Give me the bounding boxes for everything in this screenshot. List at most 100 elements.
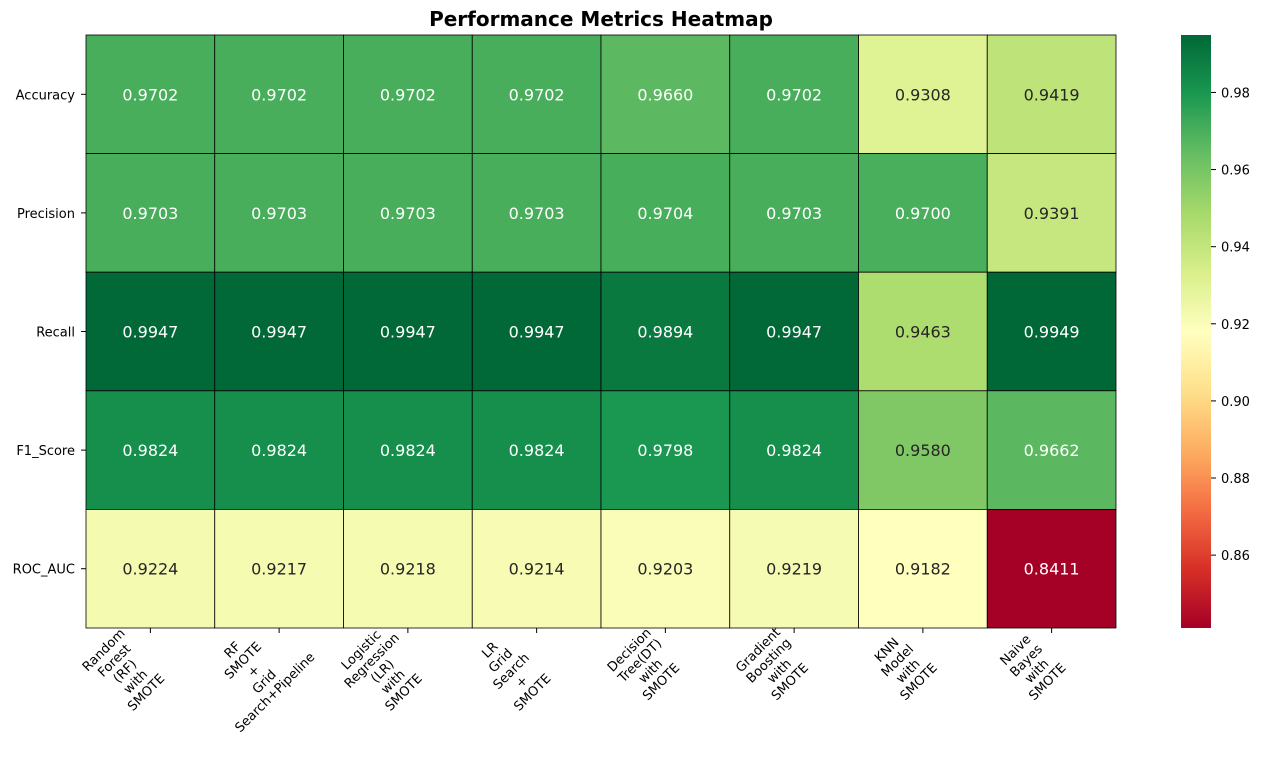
cell-value-label: 0.9702 [251,85,307,104]
heatmap-cell [214,153,344,273]
x-tick-label: LRGridSearch+SMOTE [469,629,554,714]
heatmap-cell [85,390,216,510]
x-tick-label: LogisticRegression(LR)withSMOTE [331,620,434,723]
heatmap-cell [600,390,731,510]
cell-value-label: 0.9703 [380,204,436,223]
cell-value-label: 0.9419 [1024,85,1080,104]
cell-value-label: 0.9824 [251,441,307,460]
heatmap-cell [471,271,602,392]
y-tick-label: F1_Score [16,444,75,459]
cell-value-label: 0.9391 [1024,204,1080,223]
cell-value-label: 0.9662 [1024,441,1080,460]
colorbar-tick-label: 0.94 [1221,241,1250,256]
heatmap-cell [214,390,344,510]
cell-value-label: 0.9947 [380,323,436,342]
cell-value-label: 0.9947 [509,323,565,342]
heatmap-cell [471,34,602,154]
cell-value-label: 0.9203 [637,560,693,579]
heatmap-cell [858,508,988,629]
heatmap-cell [85,34,216,154]
heatmap-cell [986,271,1117,392]
cell-value-label: 0.9824 [122,441,178,460]
heatmap-cell [600,34,731,154]
x-tick-label: DecisionTree(DT)withSMOTE [604,626,686,708]
cell-value-label: 0.9702 [766,85,822,104]
heatmap-cell [471,390,602,510]
heatmap-cell [858,153,988,273]
heatmap-cell [343,508,473,629]
cell-value-label: 0.9824 [766,441,822,460]
y-tick-label: Precision [17,207,75,222]
cell-value-label: 0.9224 [122,560,178,579]
colorbar-tick-label: 0.88 [1221,472,1250,487]
y-tick-label: Accuracy [16,88,76,103]
cell-value-label: 0.9703 [122,204,178,223]
cell-value-label: 0.9219 [766,560,822,579]
colorbar-tick-label: 0.96 [1221,164,1250,179]
y-tick-label: Recall [36,326,75,341]
x-tick-label: NaiveBayeswithSMOTE [995,629,1070,704]
heatmap-cell [600,271,731,392]
cell-value-label: 0.9947 [251,323,307,342]
heatmap-cell [858,390,988,510]
colorbar-tick-label: 0.86 [1221,549,1250,564]
cell-value-label: 0.9308 [895,85,951,104]
x-tick-label: KNNModelwithSMOTE [866,629,941,704]
cell-value-label: 0.9702 [380,85,436,104]
heatmap-cell [986,153,1117,273]
heatmap-cell [729,153,859,273]
heatmap-cell [858,271,988,392]
heatmap-cell [85,271,216,392]
x-tick-label: RandomForest(RF)withSMOTE [80,626,171,717]
colorbar: 0.86 0.88 0.90 0.92 0.94 0.96 0.98 [1181,35,1250,628]
colorbar-tick-label: 0.90 [1221,395,1250,410]
x-tick-label: GradientBoostingwithSMOTE [733,625,816,708]
heatmap-cells [85,34,1117,629]
cell-value-label: 0.9824 [509,441,565,460]
heatmap-cell [343,271,473,392]
cell-value-label: 0.9949 [1024,323,1080,342]
cell-value-label: 0.9702 [122,85,178,104]
chart-title: Performance Metrics Heatmap [429,7,773,31]
heatmap-cell [986,508,1117,629]
cell-value-label: 0.9947 [122,323,178,342]
cell-value-label: 0.9703 [251,204,307,223]
colorbar-tick-label: 0.98 [1221,86,1250,101]
heatmap-cell [729,271,859,392]
heatmap-cell [729,34,859,154]
cell-value-label: 0.9947 [766,323,822,342]
cell-value-label: 0.9580 [895,441,951,460]
y-axis: Accuracy Precision Recall F1_Score ROC_AUC [13,88,86,578]
heatmap-cell [986,34,1117,154]
heatmap-cell [729,508,859,629]
cell-value-labels: 0.9702 0.9702 0.9702 0.9702 0.9660 0.9702 0.93… [122,85,1079,578]
cell-value-label: 0.9703 [766,204,822,223]
cell-value-label: 0.9798 [637,441,693,460]
cell-value-label: 0.9660 [637,85,693,104]
cell-value-label: 0.8411 [1024,560,1080,579]
colorbar-tick-label: 0.92 [1221,318,1250,333]
cell-value-label: 0.9703 [509,204,565,223]
heatmap-cell [214,271,344,392]
heatmap-cell [343,390,473,510]
heatmap-cell [343,34,473,154]
y-tick-label: ROC_AUC [13,563,75,578]
heatmap-cell [858,34,988,154]
cell-value-label: 0.9182 [895,560,951,579]
cell-value-label: 0.9702 [509,85,565,104]
cell-value-label: 0.9217 [251,560,307,579]
cell-value-label: 0.9894 [637,323,693,342]
cell-value-label: 0.9824 [380,441,436,460]
heatmap-cell [471,508,602,629]
cell-value-label: 0.9704 [637,204,693,223]
colorbar-gradient [1181,35,1211,628]
heatmap-cell [214,34,344,154]
heatmap-cell [600,153,731,273]
cell-value-label: 0.9218 [380,560,436,579]
heatmap-cell [600,508,731,629]
cell-value-label: 0.9700 [895,204,951,223]
cell-value-label: 0.9214 [509,560,565,579]
heatmap-cell [471,153,602,273]
heatmap-cell [214,508,344,629]
